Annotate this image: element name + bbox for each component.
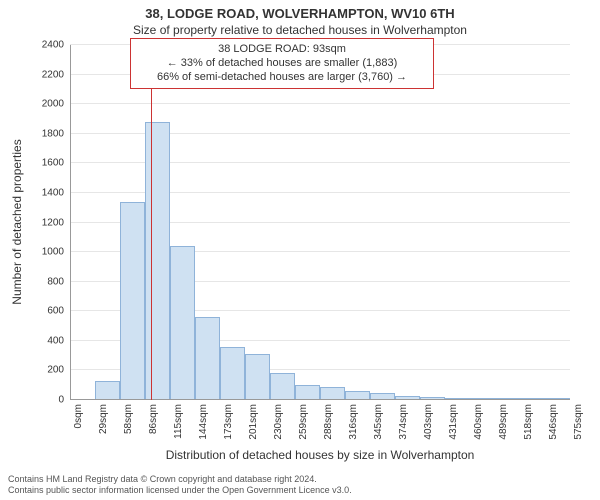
x-tick-label: 58sqm [123,404,134,434]
y-tick-label: 1000 [42,247,64,258]
histogram-bar [370,393,395,400]
histogram-bar [170,246,195,400]
annotation-line-2: ← 33% of detached houses are smaller (1,… [137,57,427,71]
y-tick-label: 0 [58,395,64,406]
x-tick-label: 316sqm [348,404,359,440]
plot-area [70,45,570,400]
y-tick-label: 800 [47,276,64,287]
x-tick-label: 431sqm [448,404,459,440]
histogram-bar [220,347,245,400]
x-tick-label: 144sqm [198,404,209,440]
y-tick-label: 2000 [42,99,64,110]
histogram-bar [120,202,145,400]
x-tick-label: 403sqm [423,404,434,440]
attribution-line-2: Contains public sector information licen… [8,485,352,496]
y-tick-label: 1800 [42,128,64,139]
chart-container: 38, LODGE ROAD, WOLVERHAMPTON, WV10 6TH … [0,0,600,500]
x-tick-label: 115sqm [173,404,184,439]
y-tick-label: 1400 [42,187,64,198]
histogram-bar [245,354,270,400]
annotation-box: 38 LODGE ROAD: 93sqm ← 33% of detached h… [130,38,434,89]
histogram-bar [320,387,345,400]
chart-title: 38, LODGE ROAD, WOLVERHAMPTON, WV10 6TH [0,0,600,21]
x-tick-label: 518sqm [523,404,534,440]
y-axis: 0200400600800100012001400160018002000220… [30,45,70,400]
x-tick-label: 0sqm [73,404,84,428]
histogram-bar [345,391,370,400]
y-tick-label: 1600 [42,158,64,169]
x-tick-label: 230sqm [273,404,284,440]
y-axis-label: Number of detached properties [10,139,24,304]
y-tick-label: 2200 [42,69,64,80]
histogram-bar [145,122,170,400]
x-tick-label: 29sqm [98,404,109,434]
x-tick-label: 374sqm [398,404,409,440]
x-tick-label: 460sqm [473,404,484,440]
x-tick-label: 201sqm [248,404,259,440]
histogram-bar [270,373,295,400]
x-tick-label: 489sqm [498,404,509,440]
x-axis-label: Distribution of detached houses by size … [70,448,570,462]
x-tick-label: 86sqm [148,404,159,434]
x-tick-label: 345sqm [373,404,384,440]
x-tick-label: 546sqm [548,404,559,440]
y-tick-label: 600 [47,306,64,317]
x-tick-label: 575sqm [573,404,584,440]
gridline [70,103,570,104]
y-tick-label: 200 [47,365,64,376]
x-axis: 0sqm 29sqm 58sqm 86sqm 115sqm 144sqm 173sqm 201… [70,400,570,450]
histogram-bar [195,317,220,400]
x-tick-label: 173sqm [223,404,234,440]
y-tick-label: 400 [47,335,64,346]
y-tick-label: 1200 [42,217,64,228]
histogram-bar [295,385,320,400]
plot [70,45,570,400]
y-tick-label: 2400 [42,40,64,51]
x-tick-label: 288sqm [323,404,334,440]
attribution: Contains HM Land Registry data © Crown c… [8,474,352,496]
histogram-bar [95,381,120,400]
annotation-line-3: 66% of semi-detached houses are larger (… [137,71,427,85]
x-tick-label: 259sqm [298,404,309,440]
annotation-line-1: 38 LODGE ROAD: 93sqm [137,43,427,57]
property-marker-line [151,45,152,400]
chart-subtitle: Size of property relative to detached ho… [0,21,600,37]
attribution-line-1: Contains HM Land Registry data © Crown c… [8,474,352,485]
